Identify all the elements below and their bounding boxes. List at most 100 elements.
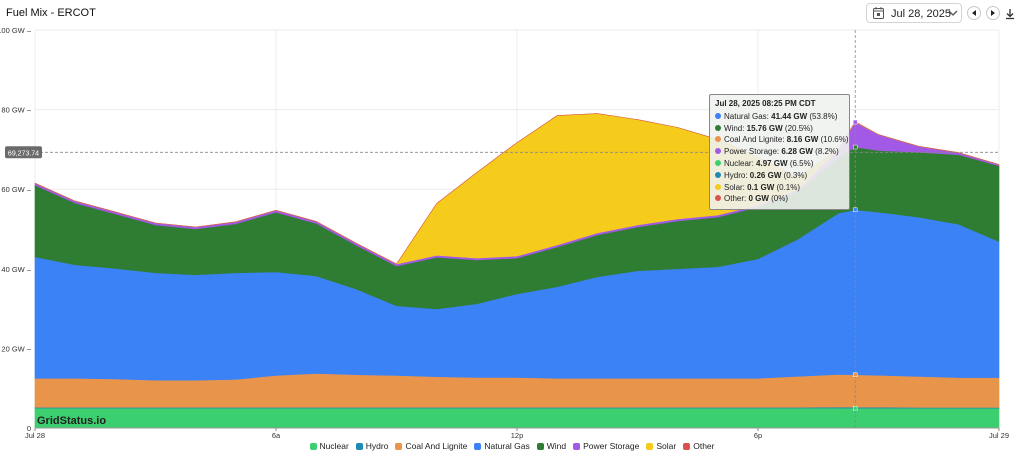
- calendar-icon: [873, 7, 884, 22]
- tooltip-pct: (20.5%): [782, 123, 813, 133]
- tooltip-row: Power Storage: 6.28 GW (8.2%): [715, 146, 844, 158]
- tooltip-value: 6.28 GW: [781, 147, 813, 157]
- legend-swatch: [309, 442, 317, 450]
- legend-swatch: [536, 442, 544, 450]
- tooltip-pct: (6.5%): [787, 158, 814, 168]
- page-title: Fuel Mix - ERCOT: [6, 7, 96, 19]
- tooltip-row: Natural Gas: 41.44 GW (53.8%): [715, 111, 844, 123]
- tooltip-swatch: [715, 124, 721, 131]
- tooltip-row: Solar: 0.1 GW (0.1%): [715, 182, 844, 194]
- x-tick-label: 6a: [272, 431, 281, 440]
- legend-item-other[interactable]: Other: [683, 441, 714, 451]
- x-tick-label: 6p: [754, 431, 762, 440]
- tooltip-pct: (0.3%): [781, 170, 808, 180]
- tooltip-row: Wind: 15.76 GW (20.5%): [715, 123, 844, 135]
- legend-label: Wind: [546, 441, 567, 451]
- next-icon: [991, 10, 995, 16]
- hover-marker: [852, 119, 858, 125]
- x-tick-label: Jul 28: [25, 431, 45, 440]
- legend-label: Nuclear: [319, 441, 349, 451]
- tooltip-value: 4.97 GW: [756, 158, 788, 168]
- hover-marker: [852, 144, 858, 150]
- legend-item-hydro[interactable]: Hydro: [355, 441, 389, 451]
- legend-label: Solar: [656, 441, 677, 451]
- tooltip-title: Jul 28, 2025 08:25 PM CDT: [715, 99, 816, 108]
- tooltip-row: Hydro: 0.26 GW (0.3%): [715, 170, 844, 182]
- chevron-down-icon: [948, 8, 958, 21]
- legend-item-solar[interactable]: Solar: [646, 441, 676, 451]
- tooltip-row: Nuclear: 4.97 GW (6.5%): [715, 158, 844, 170]
- tooltip-value: 15.76 GW: [746, 123, 783, 133]
- tooltip-series-name: Coal And Lignite:: [724, 135, 787, 145]
- tooltip-pct: (53.8%): [807, 111, 838, 121]
- legend-swatch: [474, 442, 482, 450]
- legend-item-power-storage[interactable]: Power Storage: [573, 441, 639, 451]
- download-icon: [1006, 9, 1014, 20]
- tooltip-value: 0.1 GW: [747, 182, 775, 192]
- legend-item-natural-gas[interactable]: Natural Gas: [474, 441, 530, 451]
- tooltip-series-name: Other:: [724, 194, 749, 204]
- tooltip-swatch: [715, 136, 721, 143]
- legend-item-nuclear[interactable]: Nuclear: [309, 441, 349, 451]
- legend-swatch: [683, 442, 691, 450]
- legend-label: Other: [693, 441, 715, 451]
- tooltip-value: 0 GW: [748, 194, 769, 204]
- y-tick-label: 60 GW –: [1, 185, 31, 194]
- hover-marker: [852, 207, 858, 213]
- tooltip-swatch: [715, 195, 721, 202]
- legend-swatch: [573, 442, 581, 450]
- tooltip-swatch: [715, 159, 721, 166]
- tooltip: Jul 28, 2025 08:25 PM CDT Natural Gas: 4…: [709, 94, 850, 210]
- y-tick-label: 80 GW –: [1, 106, 31, 115]
- tooltip-series-name: Nuclear:: [724, 158, 757, 168]
- tooltip-series-name: Solar:: [724, 182, 748, 192]
- next-day-button[interactable]: [986, 6, 1000, 20]
- tooltip-series-name: Power Storage:: [724, 147, 782, 157]
- tooltip-series-name: Natural Gas:: [724, 111, 772, 121]
- area-nuclear[interactable]: [34, 407, 1000, 429]
- y-tick-label: 40 GW –: [1, 265, 31, 274]
- tooltip-series-name: Hydro:: [724, 170, 750, 180]
- tooltip-pct: (10.6%): [818, 135, 849, 145]
- legend-item-wind[interactable]: Wind: [536, 441, 567, 451]
- crosshair-label: 69,273.74: [8, 150, 39, 157]
- date-picker[interactable]: Jul 28, 2025: [866, 3, 962, 23]
- legend-label: Power Storage: [583, 441, 640, 451]
- tooltip-swatch: [715, 183, 721, 190]
- tooltip-value: 41.44 GW: [771, 111, 808, 121]
- x-tick-label: Jul 29: [989, 431, 1009, 440]
- tooltip-row: Coal And Lignite: 8.16 GW (10.6%): [715, 134, 849, 146]
- hover-marker: [852, 405, 858, 411]
- tooltip-swatch: [715, 148, 721, 155]
- tooltip-row: Other: 0 GW (0%): [715, 193, 844, 205]
- crosshair-label-box: [5, 146, 42, 159]
- legend-swatch: [395, 442, 403, 450]
- hover-marker: [852, 372, 858, 377]
- tooltip-swatch: [715, 112, 721, 119]
- tooltip-pct: (0%): [768, 194, 789, 204]
- x-tick-label: 12p: [511, 431, 524, 440]
- download-button[interactable]: [1004, 7, 1016, 20]
- legend-swatch: [646, 442, 654, 450]
- tooltip-pct: (0.1%): [774, 182, 801, 192]
- fuel-mix-chart[interactable]: 0 20 GW – 40 GW – 60 GW – 80 GW – 100 GW – Jul…: [0, 0, 1024, 440]
- tooltip-series-name: Wind:: [724, 123, 747, 133]
- legend-label: Hydro: [365, 441, 389, 451]
- previous-day-button[interactable]: [967, 6, 981, 20]
- tooltip-value: 0.26 GW: [749, 170, 782, 180]
- watermark: GridStatus.io: [37, 415, 107, 427]
- date-value: Jul 28, 2025: [891, 8, 951, 20]
- chart-legend: Nuclear Hydro Coal And Lignite Natural Gas W…: [0, 441, 1024, 451]
- legend-swatch: [355, 442, 363, 450]
- y-tick-label: 0: [27, 424, 31, 433]
- legend-label: Coal And Lignite: [405, 441, 468, 451]
- legend-item-coal-and-lignite[interactable]: Coal And Lignite: [395, 441, 467, 451]
- legend-label: Natural Gas: [484, 441, 530, 451]
- tooltip-pct: (8.2%): [812, 147, 839, 157]
- tooltip-swatch: [715, 171, 721, 178]
- y-tick-label: 100 GW –: [0, 26, 32, 35]
- area-other[interactable]: [34, 113, 1000, 265]
- previous-icon: [972, 10, 976, 16]
- y-tick-label: 20 GW –: [1, 344, 31, 353]
- tooltip-value: 8.16 GW: [786, 135, 819, 145]
